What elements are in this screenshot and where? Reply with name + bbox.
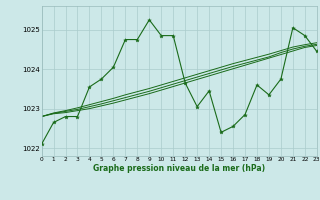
X-axis label: Graphe pression niveau de la mer (hPa): Graphe pression niveau de la mer (hPa) [93, 164, 265, 173]
